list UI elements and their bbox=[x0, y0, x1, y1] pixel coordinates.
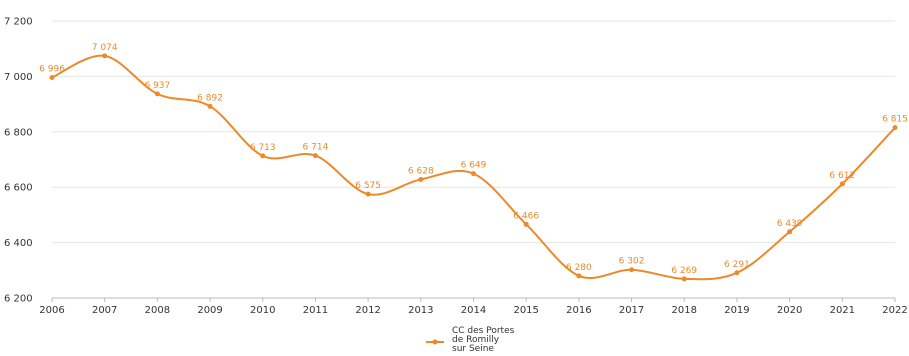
legend: CC des Portes de Romilly sur Seine bbox=[426, 326, 515, 354]
x-tick-label: 2010 bbox=[250, 305, 275, 316]
y-tick-label: 7 000 bbox=[4, 72, 33, 83]
data-label: 6 466 bbox=[513, 211, 539, 221]
y-tick-label: 6 400 bbox=[4, 238, 33, 249]
data-label: 6 612 bbox=[829, 171, 855, 181]
data-label: 6 291 bbox=[724, 260, 750, 270]
data-point bbox=[260, 153, 266, 159]
y-tick-label: 6 600 bbox=[4, 183, 33, 194]
data-point bbox=[154, 91, 160, 97]
data-label: 6 649 bbox=[461, 161, 487, 171]
data-point bbox=[629, 267, 635, 273]
x-tick-label: 2014 bbox=[461, 305, 486, 316]
data-point bbox=[418, 176, 424, 182]
data-label: 6 892 bbox=[197, 93, 223, 103]
data-label: 6 302 bbox=[619, 257, 645, 267]
data-label: 6 628 bbox=[408, 166, 434, 176]
legend-label-line: CC des Portes bbox=[452, 326, 515, 336]
data-label: 6 996 bbox=[39, 65, 65, 75]
data-point bbox=[471, 171, 476, 177]
x-tick-label: 2017 bbox=[619, 305, 644, 316]
data-point bbox=[892, 125, 898, 131]
data-label: 6 714 bbox=[303, 143, 329, 153]
y-tick-label: 6 800 bbox=[4, 127, 33, 138]
data-point bbox=[523, 221, 529, 227]
x-tick-label: 2015 bbox=[513, 305, 538, 316]
data-label: 6 575 bbox=[355, 181, 381, 191]
x-tick-label: 2021 bbox=[830, 305, 855, 316]
data-label: 7 074 bbox=[92, 43, 118, 53]
data-point bbox=[576, 273, 582, 279]
data-label: 6 815 bbox=[882, 115, 908, 125]
data-point bbox=[734, 270, 740, 276]
data-label: 6 269 bbox=[671, 266, 697, 276]
x-tick-label: 2020 bbox=[777, 305, 802, 316]
data-point bbox=[365, 191, 371, 197]
data-point bbox=[49, 75, 55, 81]
data-point bbox=[102, 53, 108, 59]
legend-marker bbox=[432, 339, 438, 345]
x-tick-label: 2007 bbox=[92, 305, 117, 316]
data-points bbox=[49, 53, 898, 282]
legend-label-line: sur Seine bbox=[452, 344, 494, 354]
y-tick-label: 7 200 bbox=[4, 17, 33, 28]
x-tick-label: 2011 bbox=[303, 305, 328, 316]
x-axis-ticks: 2006 2007 2008 2009 2010 2011 2012 2013 2014 2015… bbox=[39, 298, 908, 316]
y-tick-label: 6 200 bbox=[4, 294, 33, 305]
data-point bbox=[787, 229, 793, 235]
data-label: 6 713 bbox=[250, 143, 276, 153]
data-label: 6 280 bbox=[566, 263, 592, 273]
x-tick-label: 2018 bbox=[672, 305, 697, 316]
legend-label: CC des Portes de Romilly sur Seine bbox=[452, 326, 515, 354]
x-tick-label: 2022 bbox=[882, 305, 907, 316]
x-tick-label: 2006 bbox=[39, 305, 64, 316]
data-point bbox=[312, 153, 318, 159]
data-point bbox=[207, 103, 213, 109]
data-point bbox=[681, 276, 687, 282]
data-label: 6 439 bbox=[777, 219, 803, 229]
x-tick-label: 2012 bbox=[355, 305, 380, 316]
x-tick-label: 2019 bbox=[724, 305, 749, 316]
legend-label-line: de Romilly bbox=[452, 335, 500, 345]
x-tick-label: 2009 bbox=[197, 305, 222, 316]
y-axis-ticks: 6 200 6 400 6 600 6 800 7 000 7 200 bbox=[4, 17, 33, 305]
grid-lines bbox=[52, 20, 895, 299]
data-labels: 6 996 7 074 6 937 6 892 6 713 6 714 6 575 6 628… bbox=[39, 43, 908, 276]
data-point bbox=[839, 181, 845, 187]
data-label: 6 937 bbox=[144, 81, 170, 91]
x-tick-label: 2008 bbox=[145, 305, 170, 316]
x-tick-label: 2013 bbox=[408, 305, 433, 316]
x-tick-label: 2016 bbox=[566, 305, 591, 316]
